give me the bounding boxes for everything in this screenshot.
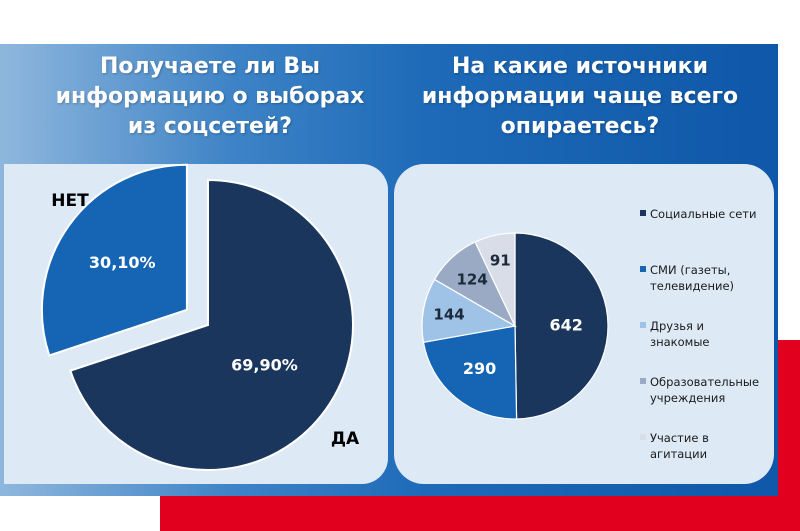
- legend-label-4: Участие в агитации: [650, 431, 709, 461]
- legend-item-2: Друзья и знакомые: [640, 318, 770, 350]
- pie-1-value-label-4: 91: [490, 252, 511, 270]
- pie-1-slice-1: [422, 325, 518, 420]
- pie-1-value-label-1: 290: [463, 359, 496, 378]
- pie-0-category-label-1: ДА: [331, 429, 360, 449]
- left-chart-title: Получаете ли Вы информацию о выборах из …: [55, 54, 365, 139]
- pie-1-value-label-3: 124: [456, 270, 487, 288]
- legend-swatch-2: [640, 322, 646, 328]
- pie-1-value-label-2: 144: [433, 305, 464, 323]
- legend-label-1: СМИ (газеты, телевидение): [650, 263, 735, 293]
- legend-label-3: Образовательные учреждения: [650, 375, 760, 405]
- pie-1-slice-2: [421, 278, 517, 344]
- legend-swatch-0: [640, 210, 646, 216]
- legend-label-2: Друзья и знакомые: [650, 319, 710, 349]
- pie-1-slice-4: [474, 232, 516, 327]
- legend-swatch-4: [640, 434, 646, 440]
- legend-item-1: СМИ (газеты, телевидение): [640, 262, 770, 294]
- red-stripe-bottom: [160, 496, 800, 531]
- legend-label-0: Социальные сети: [650, 207, 757, 221]
- pie-0-value-label-1: 69,90%: [231, 356, 298, 375]
- legend-item-0: Социальные сети: [640, 206, 770, 222]
- pie-1-value-label-0: 642: [549, 316, 582, 335]
- legend-item-3: Образовательные учреждения: [640, 374, 770, 406]
- legend-swatch-1: [640, 266, 646, 272]
- right-chart-title: На какие источники информации чаще всего…: [421, 54, 739, 139]
- legend-swatch-3: [640, 378, 646, 384]
- pie-0-value-label-0: 30,10%: [89, 253, 156, 272]
- pie-0-category-label-0: НЕТ: [51, 191, 89, 211]
- pie-0-slice-1: [69, 178, 354, 471]
- pie-0-slice-0: [40, 163, 188, 357]
- pie-1-slice-0: [514, 232, 609, 420]
- legend-item-4: Участие в агитации: [640, 430, 770, 462]
